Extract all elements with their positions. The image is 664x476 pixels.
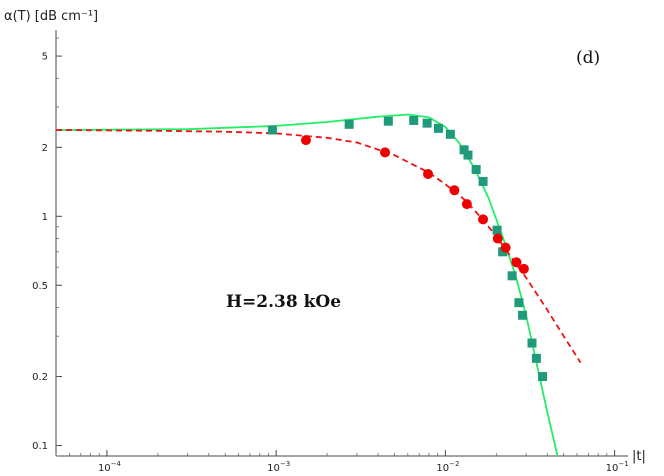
data-point-circle bbox=[478, 214, 489, 225]
data-point-square bbox=[527, 338, 537, 348]
data-point-circle bbox=[492, 233, 503, 244]
data-point-square bbox=[267, 125, 277, 135]
x-tick-label: 10−4 bbox=[98, 460, 122, 474]
y-tick-label: 0.1 bbox=[32, 441, 48, 452]
data-point-circle bbox=[511, 257, 522, 268]
series-line-dashed bbox=[55, 129, 582, 364]
x-tick-label: 10−3 bbox=[267, 460, 290, 474]
y-tick-label: 1 bbox=[42, 212, 48, 223]
data-point-circle bbox=[461, 199, 472, 210]
data-point-circle bbox=[500, 242, 511, 253]
data-point-circle bbox=[518, 263, 529, 274]
data-point-square bbox=[478, 176, 488, 186]
y-tick-label: 5 bbox=[42, 52, 48, 63]
data-point-square bbox=[514, 298, 524, 308]
data-point-circle bbox=[423, 168, 434, 179]
curves bbox=[55, 113, 582, 457]
data-point-square bbox=[507, 271, 517, 281]
ticks: 10−4 10−3 10−2 10−1 0.1 0.2 0.5 1 2 5 bbox=[32, 37, 629, 474]
x-axis-label: |t| bbox=[632, 449, 646, 464]
data-point-square bbox=[492, 225, 502, 235]
data-point-square bbox=[383, 116, 393, 126]
data-point-square bbox=[422, 118, 432, 128]
data-point-square bbox=[498, 247, 508, 257]
data-point-circle bbox=[380, 147, 391, 158]
data-point-square bbox=[459, 145, 469, 155]
data-point-square bbox=[471, 165, 481, 175]
y-axis-label: α(T) [dB cm⁻¹] bbox=[4, 9, 98, 24]
data-point-circle bbox=[300, 135, 311, 146]
y-tick-label: 0.2 bbox=[32, 372, 48, 383]
y-tick-label: 2 bbox=[42, 143, 48, 154]
data-point-square bbox=[433, 123, 443, 133]
data-point-square bbox=[538, 372, 548, 382]
data-point-square bbox=[409, 115, 419, 125]
data-point-square bbox=[518, 310, 528, 320]
data-point-circle bbox=[449, 185, 460, 196]
data-point-square bbox=[344, 119, 354, 129]
axes bbox=[55, 30, 628, 457]
data-point-square bbox=[531, 353, 541, 363]
series-line-solid bbox=[55, 113, 559, 457]
data-point-square bbox=[445, 129, 455, 139]
markers bbox=[267, 115, 548, 382]
panel-label: (d) bbox=[576, 48, 600, 68]
data-point-square bbox=[463, 150, 473, 160]
x-tick-label: 10−1 bbox=[606, 460, 629, 474]
field-annotation: H=2.38 kOe bbox=[226, 292, 341, 312]
y-tick-label: 0.5 bbox=[32, 281, 48, 292]
x-tick-label: 10−2 bbox=[436, 460, 459, 474]
